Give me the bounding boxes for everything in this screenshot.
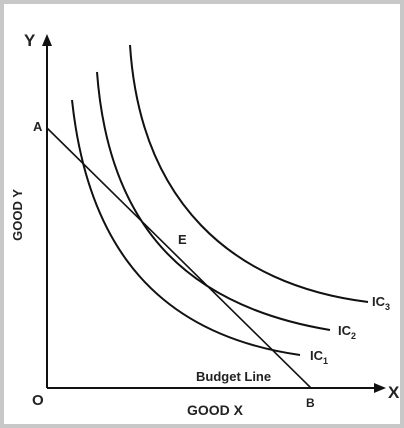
budget-line-label: Budget Line xyxy=(196,369,271,384)
ic2-label-sub: 2 xyxy=(351,331,356,341)
ic3-label-main: IC xyxy=(372,294,386,309)
x-arrow xyxy=(374,383,386,393)
ic3-label-sub: 3 xyxy=(385,302,390,312)
ic1-curve xyxy=(71,99,301,356)
ic1-label-main: IC xyxy=(310,348,324,363)
ic3-curve xyxy=(129,44,369,303)
origin-label: O xyxy=(32,392,44,409)
point-b-label: B xyxy=(306,396,315,410)
ic2-curve xyxy=(96,71,331,331)
ic1-label-sub: 1 xyxy=(323,356,328,366)
ic2-label: IC2 xyxy=(338,323,356,341)
ic1-label: IC1 xyxy=(310,348,328,366)
x-axis-title: GOOD X xyxy=(187,402,244,418)
point-a-label: A xyxy=(33,119,43,134)
y-arrow xyxy=(42,34,52,46)
budget-line xyxy=(46,127,312,389)
ic2-label-main: IC xyxy=(338,323,352,338)
point-e-label: E xyxy=(178,232,187,247)
x-axis-label: X xyxy=(388,383,400,402)
y-axis-title: GOOD Y xyxy=(10,189,25,241)
ic3-label: IC3 xyxy=(372,294,390,312)
y-axis-label: Y xyxy=(24,31,36,50)
